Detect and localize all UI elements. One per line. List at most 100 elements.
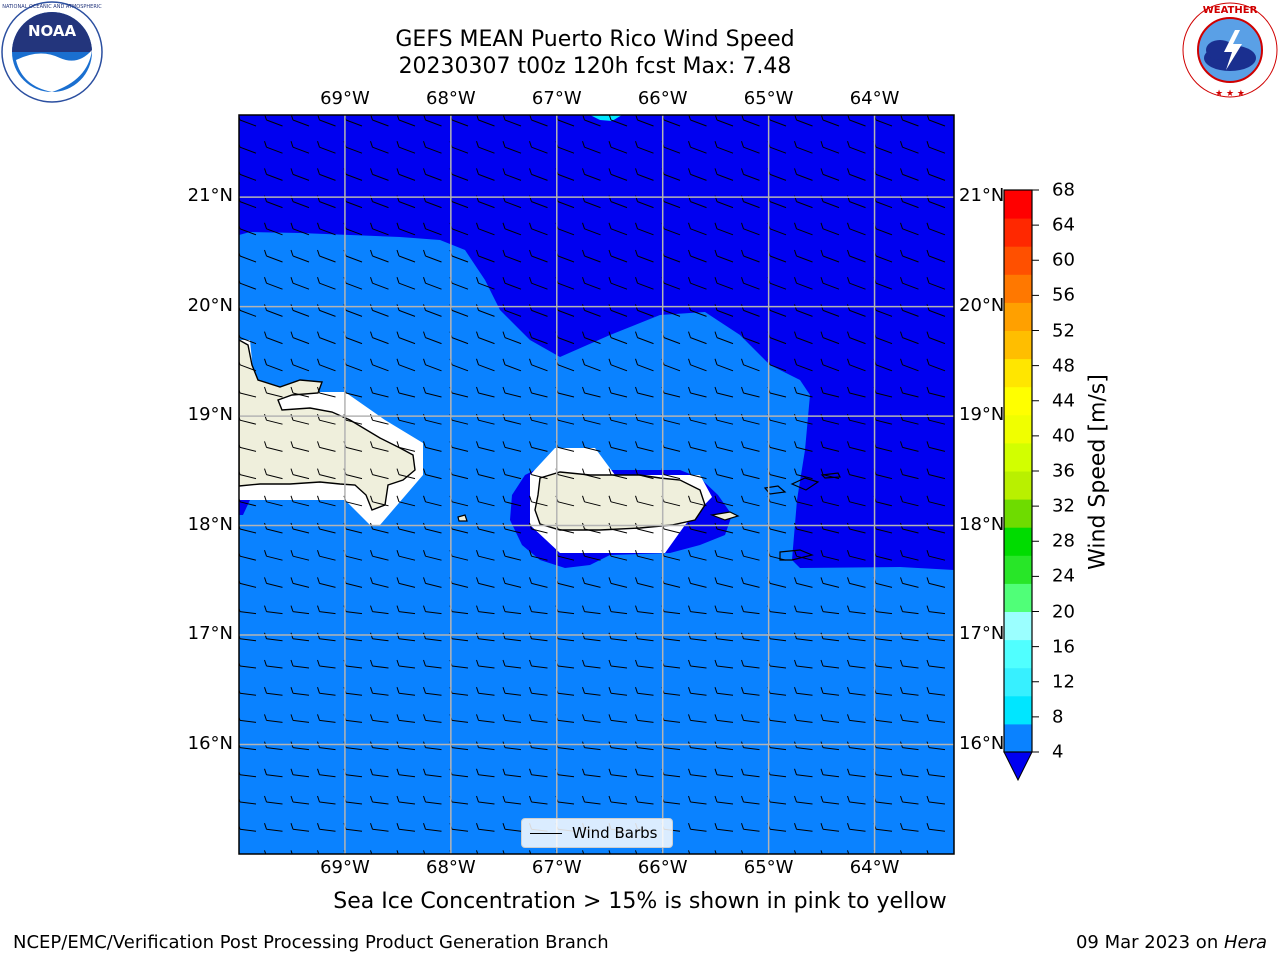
wind-barb: [741, 468, 760, 480]
wind-barb: [582, 331, 601, 345]
noaa-logo: NOAA NATIONAL OCEANIC AND ATMOSPHERIC: [1, 1, 103, 103]
wind-barb: [502, 714, 522, 723]
wind-barb: [794, 550, 813, 561]
lon-tick-label: 67°W: [531, 88, 582, 109]
wind-barb: [847, 577, 866, 588]
wind-barb: [396, 358, 416, 372]
wind-barb: [714, 304, 734, 317]
colorbar-tick-label: 20: [1052, 601, 1075, 622]
wind-barb: [714, 386, 734, 398]
wind-barb: [264, 550, 283, 561]
wind-barb: [370, 468, 389, 480]
lon-tick-label: 66°W: [637, 88, 688, 109]
wind-barb: [396, 468, 416, 480]
wind-barb: [608, 249, 628, 263]
wind-barb: [317, 222, 336, 236]
wind-barb: [741, 331, 760, 345]
wind-barb: [608, 795, 628, 805]
wind-barb: [317, 414, 336, 425]
wind-barb: [423, 714, 442, 723]
wind-barb: [926, 304, 946, 317]
island-mona: [457, 514, 468, 522]
wind-barb: [317, 168, 336, 181]
colorbar-tick-label: 8: [1052, 706, 1064, 728]
wind-barb: [370, 277, 389, 290]
svg-text:NATIONAL OCEANIC AND ATMOSPHER: NATIONAL OCEANIC AND ATMOSPHERIC: [2, 4, 102, 10]
chart-title: GEFS MEAN Puerto Rico Wind Speed: [395, 27, 795, 52]
wind-barb: [290, 386, 310, 398]
wind-barb: [290, 222, 310, 236]
wind-barb: [608, 386, 628, 398]
wind-barb: [396, 659, 416, 669]
wind-barb: [396, 550, 416, 561]
wind-barb: [794, 605, 813, 615]
wind-barb: [688, 358, 707, 372]
wind-barb: [794, 441, 813, 452]
lat-tick-label: 20°N: [187, 294, 233, 316]
wind-barb: [529, 550, 548, 561]
wind-barb: [582, 386, 601, 398]
wind-barb: [900, 141, 919, 154]
wind-barb: [502, 823, 522, 832]
wind-barb: [926, 659, 946, 669]
island-virgin-islands-2: [790, 477, 820, 491]
wind-barb: [476, 277, 495, 290]
wind-barb: [396, 331, 416, 345]
wind-barb: [502, 386, 522, 398]
wind-barb: [688, 168, 707, 181]
wind-barb: [476, 115, 495, 127]
wind-barb: [926, 141, 946, 154]
wind-barb: [290, 414, 310, 425]
wind-barb: [502, 659, 522, 669]
wind-barb: [900, 249, 919, 263]
wind-barb: [290, 632, 310, 642]
wind-barb: [264, 222, 283, 236]
wind-barb: [370, 141, 389, 154]
wind-barb: [820, 632, 840, 642]
wind-barb: [794, 277, 813, 290]
wind-barb: [582, 277, 601, 290]
wind-barb: [423, 115, 442, 127]
wind-barb: [290, 495, 310, 507]
colorbar-band: [1004, 414, 1032, 444]
colorbar-tick-label: 40: [1052, 425, 1075, 447]
wind-barb: [847, 277, 866, 290]
wind-barb: [290, 141, 310, 154]
wind-barb: [926, 768, 946, 778]
wind-barb: [741, 358, 760, 372]
wind-barb: [900, 168, 919, 181]
wind-barb: [476, 632, 495, 642]
wind-barb: [423, 331, 442, 345]
wind-barb: [370, 577, 389, 588]
wind-barb: [635, 414, 654, 425]
wind-barb: [370, 222, 389, 236]
wind-barb: [476, 795, 495, 805]
wind-barb: [900, 632, 919, 642]
wind-barb: [317, 687, 336, 696]
lat-tick-label: 16°N: [187, 732, 233, 754]
wind-barb: [926, 550, 946, 561]
wind-barb: [608, 468, 628, 480]
chart-subtitle-forecast: 20230307 t00z 120h fcst Max: 7.48: [398, 54, 792, 79]
wind-barb: [794, 577, 813, 588]
wind-barb: [820, 222, 840, 236]
wind-barb: [847, 659, 866, 669]
wind-barb: [529, 358, 548, 372]
wind-barb: [317, 714, 336, 723]
wind-barb: [396, 495, 416, 507]
wind-barb: [317, 115, 336, 127]
wind-barb: [900, 386, 919, 398]
colorbar-band: [1004, 218, 1032, 247]
wind-barb: [608, 331, 628, 345]
wind-barb: [635, 277, 654, 290]
wind-barb: [688, 414, 707, 425]
wind-barb: [370, 386, 389, 398]
wind-barb: [926, 222, 946, 236]
wind-barb: [290, 468, 310, 480]
wind-barb: [476, 550, 495, 561]
wind-barb: [476, 141, 495, 154]
wind-barb: [529, 495, 548, 507]
wind-barb: [317, 277, 336, 290]
lon-tick-label: 68°W: [425, 88, 476, 109]
wind-barb: [926, 414, 946, 425]
